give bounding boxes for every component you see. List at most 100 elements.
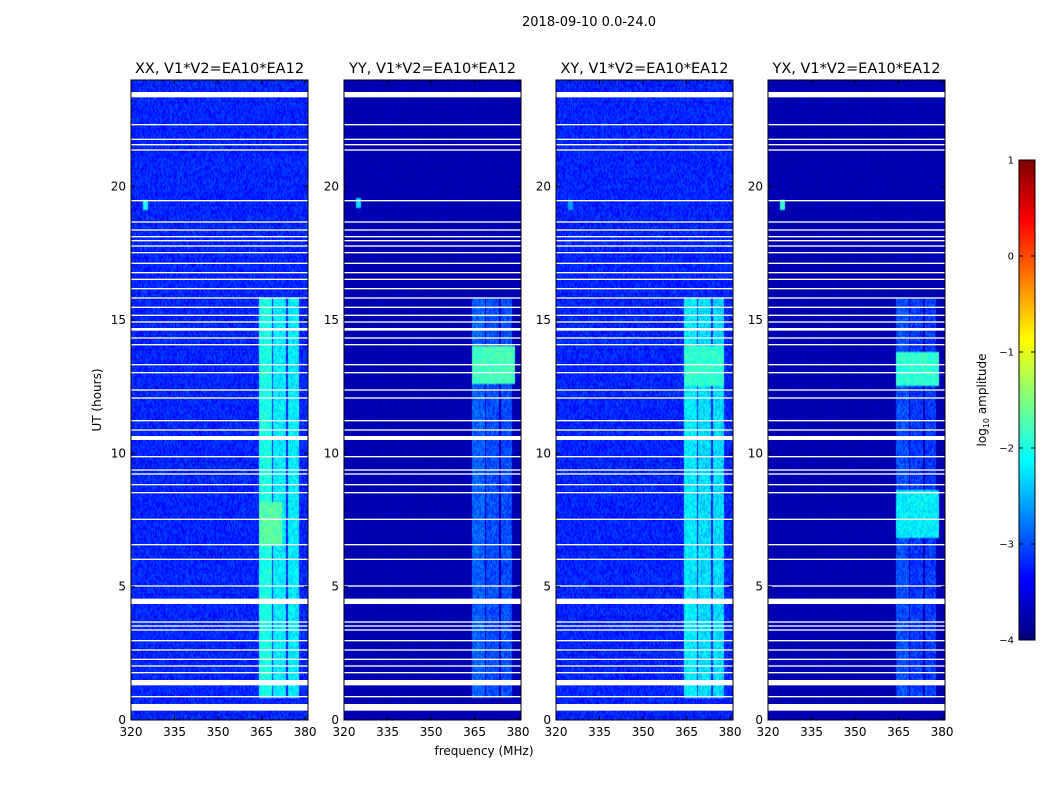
flagged-gap [131, 585, 308, 587]
flagged-gap [768, 272, 945, 274]
flagged-gap [131, 469, 308, 471]
figure-title: 2018-09-10 0.0-24.0 [522, 15, 656, 30]
colorbar-tick-label: 0 [1008, 252, 1014, 263]
panel-3: YX, V1*V2=EA10*EA12 320 335 350 365 380 0 5 10 15… [748, 61, 954, 739]
flagged-gap [131, 473, 308, 475]
flagged-gap [131, 236, 308, 238]
flagged-gap [556, 672, 733, 674]
flagged-gap [556, 621, 733, 623]
x-tick-label: 380 [507, 725, 530, 739]
flagged-gap [344, 469, 521, 471]
flagged-gap [131, 344, 308, 346]
flagged-gap [768, 92, 945, 98]
flagged-gap [556, 629, 733, 631]
y-tick-label: 20 [324, 180, 339, 194]
panels-group: XX, V1*V2=EA10*EA12 320 335 350 365 380 0 5 10 15… [111, 61, 954, 739]
flagged-gap [768, 704, 945, 711]
flagged-gap [131, 288, 308, 290]
x-tick-label: 365 [463, 725, 486, 739]
flagged-gap [556, 492, 733, 494]
flagged-gap [556, 297, 733, 299]
flagged-gap [131, 518, 308, 520]
y-tick-label: 15 [536, 313, 551, 327]
flagged-gap [556, 680, 733, 686]
flagged-gap [344, 221, 521, 223]
y-tick-label: 10 [324, 446, 339, 460]
flagged-gap [344, 328, 521, 331]
flagged-gap [344, 484, 521, 486]
flagged-gap [131, 672, 308, 674]
flagged-gap [344, 288, 521, 290]
flagged-gap [344, 665, 521, 667]
flagged-gap [768, 245, 945, 247]
flagged-gap [344, 262, 521, 264]
colorbar-tick-label: −4 [999, 636, 1014, 647]
flagged-gap [556, 420, 733, 422]
flagged-gap [768, 314, 945, 316]
flagged-gap [556, 364, 733, 366]
flagged-gap [131, 640, 308, 642]
colorbar-label-base: log [975, 428, 989, 446]
flagged-gap [344, 389, 521, 391]
flagged-gap [556, 262, 733, 264]
flagged-gap [131, 337, 308, 339]
x-tick-label: 320 [545, 725, 568, 739]
flagged-gap [556, 229, 733, 231]
flagged-gap [344, 473, 521, 475]
flagged-gap [344, 364, 521, 366]
flagged-gap [556, 124, 733, 126]
flagged-gap [556, 585, 733, 587]
flagged-gap [131, 665, 308, 667]
flagged-gap [768, 658, 945, 660]
flagged-gap [556, 138, 733, 140]
flagged-gap [556, 200, 733, 202]
flagged-gap [768, 229, 945, 231]
flagged-gap [131, 364, 308, 366]
flagged-gap [344, 585, 521, 587]
flagged-gap [131, 92, 308, 98]
flagged-gap [131, 420, 308, 422]
flagged-gap [556, 429, 733, 431]
flagged-gap [556, 484, 733, 486]
heatmap-image [768, 80, 945, 720]
y-tick-label: 20 [748, 180, 763, 194]
flagged-gap [131, 252, 308, 254]
flagged-gap [344, 200, 521, 202]
x-tick-label: 320 [333, 725, 356, 739]
flagged-gap [556, 598, 733, 604]
flagged-gap [768, 252, 945, 254]
flagged-gap [344, 124, 521, 126]
x-tick-label: 335 [376, 725, 399, 739]
flagged-gap [556, 328, 733, 331]
flagged-gap [131, 229, 308, 231]
flagged-gap [344, 429, 521, 431]
y-tick-label: 15 [111, 313, 126, 327]
flagged-gap [131, 200, 308, 202]
flagged-gap [344, 144, 521, 146]
flagged-gap [768, 484, 945, 486]
heatmap-image [556, 80, 733, 720]
y-tick-label: 20 [111, 180, 126, 194]
panel-title: XY, V1*V2=EA10*EA12 [560, 61, 728, 77]
y-tick-label: 15 [748, 313, 763, 327]
panel-title: YX, V1*V2=EA10*EA12 [771, 61, 940, 77]
flagged-gap [131, 272, 308, 274]
flagged-gap [131, 680, 308, 686]
flagged-gap [768, 621, 945, 623]
flagged-gap [768, 672, 945, 674]
flagged-gap [556, 221, 733, 223]
flagged-gap [131, 221, 308, 223]
flagged-gap [344, 492, 521, 494]
flagged-gap [344, 420, 521, 422]
flagged-gap [131, 492, 308, 494]
flagged-gap [768, 680, 945, 686]
y-tick-label: 15 [324, 313, 339, 327]
y-tick-label: 0 [543, 713, 551, 727]
flagged-gap [556, 372, 733, 374]
flagged-gap [131, 144, 308, 146]
flagged-gap [768, 665, 945, 667]
x-tick-label: 365 [675, 725, 698, 739]
flagged-gap [768, 200, 945, 202]
flagged-gap [768, 389, 945, 391]
flagged-gap [344, 518, 521, 520]
